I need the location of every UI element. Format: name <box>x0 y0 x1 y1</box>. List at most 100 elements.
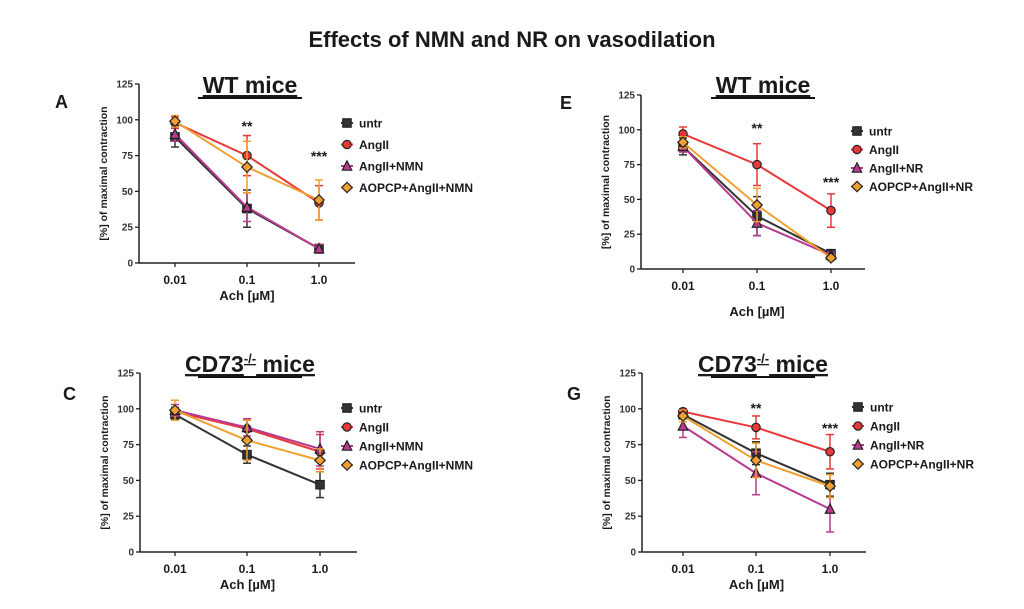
legend-item: AngII <box>341 421 389 435</box>
significance-marker: ** <box>242 118 253 134</box>
legend-marker <box>852 126 862 136</box>
data-point <box>824 502 836 514</box>
legend-item: AngII+NR <box>852 438 925 453</box>
legend-marker <box>851 161 863 173</box>
data-point <box>825 446 835 457</box>
series-aopcp-angii-nr <box>676 409 837 499</box>
legend-label: AOPCP+AngII+NR <box>869 180 973 194</box>
data-point <box>241 200 253 212</box>
panel-G: G CD73-/- mice 0 25 50 75 100 125 0.01 0.1 ** 1.0 **… <box>567 351 974 592</box>
y-tick-label: 50 <box>123 476 135 487</box>
panel-A: A WT mice 0 25 50 75 100 125 0.01 0.1 ** 1.0 *** Ach … <box>55 72 473 303</box>
legend-label: untr <box>869 125 893 139</box>
legend-label: AngII <box>359 421 389 435</box>
significance-marker: ** <box>752 120 763 136</box>
legend-marker <box>340 458 354 472</box>
y-axis-label: [%] of maximal contraction <box>601 395 613 529</box>
legend-item: untr <box>852 401 894 415</box>
legend-marker <box>853 421 863 431</box>
legend-label: AOPCP+AngII+NMN <box>359 459 473 473</box>
data-point <box>312 193 326 207</box>
data-point <box>676 409 690 423</box>
x-tick-label: 0.01 <box>671 562 695 576</box>
series-aopcp-angii-nmn <box>168 114 326 221</box>
legend-item: AOPCP+AngII+NR <box>851 457 974 472</box>
y-tick-label: 25 <box>123 512 135 523</box>
x-tick-label: 1.0 <box>822 562 839 576</box>
data-point <box>824 251 838 264</box>
y-tick-label: 25 <box>625 512 637 523</box>
legend-item: AngII+NMN <box>341 159 423 174</box>
y-tick-label: 25 <box>624 230 636 241</box>
x-axis-label: Ach [µM] <box>729 577 784 592</box>
y-tick-label: 75 <box>625 440 637 451</box>
y-axis-label: [%] of maximal contraction <box>98 106 110 240</box>
legend-label: AngII+NR <box>870 439 925 453</box>
data-point <box>749 454 763 467</box>
data-point <box>751 422 761 433</box>
x-tick-label: 1.0 <box>823 279 840 293</box>
data-point <box>240 434 254 447</box>
panel-title: CD73-/- mice <box>698 351 828 377</box>
legend-marker <box>850 180 864 193</box>
legend-item: AOPCP+AngII+NMN <box>340 458 473 473</box>
panel-title-text: WT mice <box>203 72 298 98</box>
panel-title-text: CD73 <box>698 351 757 377</box>
legend-item: AngII <box>341 138 389 152</box>
series-aopcp-angii-nr <box>676 136 838 264</box>
data-point <box>313 242 325 254</box>
x-tick-label: 0.01 <box>163 273 187 287</box>
legend-marker <box>851 457 865 471</box>
panel-title-superscript: -/- <box>244 351 256 366</box>
y-tick-label: 50 <box>122 187 134 198</box>
panel-C: C CD73-/- mice 0 25 50 75 100 125 0.01 0.1 1.0 Ach … <box>63 351 473 592</box>
x-tick-label: 0.01 <box>163 562 187 576</box>
legend-label: AOPCP+AngII+NMN <box>359 181 473 195</box>
legend-item: AOPCP+AngII+NR <box>850 180 973 194</box>
legend-item: untr <box>341 402 383 416</box>
legend-marker <box>341 159 353 171</box>
y-tick-label: 25 <box>122 223 134 234</box>
significance-marker: *** <box>822 420 839 436</box>
x-tick-label: 1.0 <box>311 273 328 287</box>
legend-label: untr <box>359 117 383 131</box>
data-point <box>169 127 181 139</box>
y-tick-label: 100 <box>618 125 635 136</box>
legend-marker <box>342 422 352 432</box>
x-axis-label: Ach [µM] <box>729 304 784 319</box>
y-axis-label: [%] of maximal contraction <box>99 395 111 529</box>
data-point <box>677 419 689 431</box>
legend-marker <box>852 438 864 450</box>
data-point <box>240 161 254 174</box>
legend-item: AngII+NR <box>851 161 924 176</box>
legend-label: AngII <box>870 420 900 434</box>
legend-marker <box>853 402 863 412</box>
data-point <box>823 480 837 493</box>
x-tick-label: 0.01 <box>671 279 695 293</box>
data-point <box>168 404 182 417</box>
data-point <box>826 205 836 216</box>
legend-marker <box>341 439 353 451</box>
x-tick-label: 0.1 <box>239 273 256 287</box>
data-point <box>676 136 690 149</box>
x-axis-label: Ach [µM] <box>219 288 274 303</box>
y-tick-label: 125 <box>117 369 134 380</box>
panel-title: WT mice <box>716 72 811 98</box>
panel-title: CD73-/- mice <box>185 351 315 377</box>
legend-marker <box>342 118 352 128</box>
legend-item: AngII <box>852 420 900 434</box>
y-tick-label: 0 <box>629 265 635 276</box>
legend-item: untr <box>341 117 383 131</box>
legend-label: AngII+NR <box>869 162 924 176</box>
y-tick-label: 75 <box>122 151 134 162</box>
figure-title: Effects of NMN and NR on vasodilation <box>308 27 715 52</box>
panel-E: E WT mice 0 25 50 75 100 125 0.01 0.1 ** 1.0 *** Ach … <box>560 72 973 319</box>
legend-label: AngII+NMN <box>359 440 423 454</box>
panel-label: E <box>560 93 572 113</box>
panel-title-superscript: -/- <box>757 351 769 366</box>
data-point <box>313 454 327 467</box>
y-tick-label: 125 <box>618 91 635 102</box>
legend-item: AngII+NMN <box>341 439 423 454</box>
y-tick-label: 0 <box>128 548 134 559</box>
